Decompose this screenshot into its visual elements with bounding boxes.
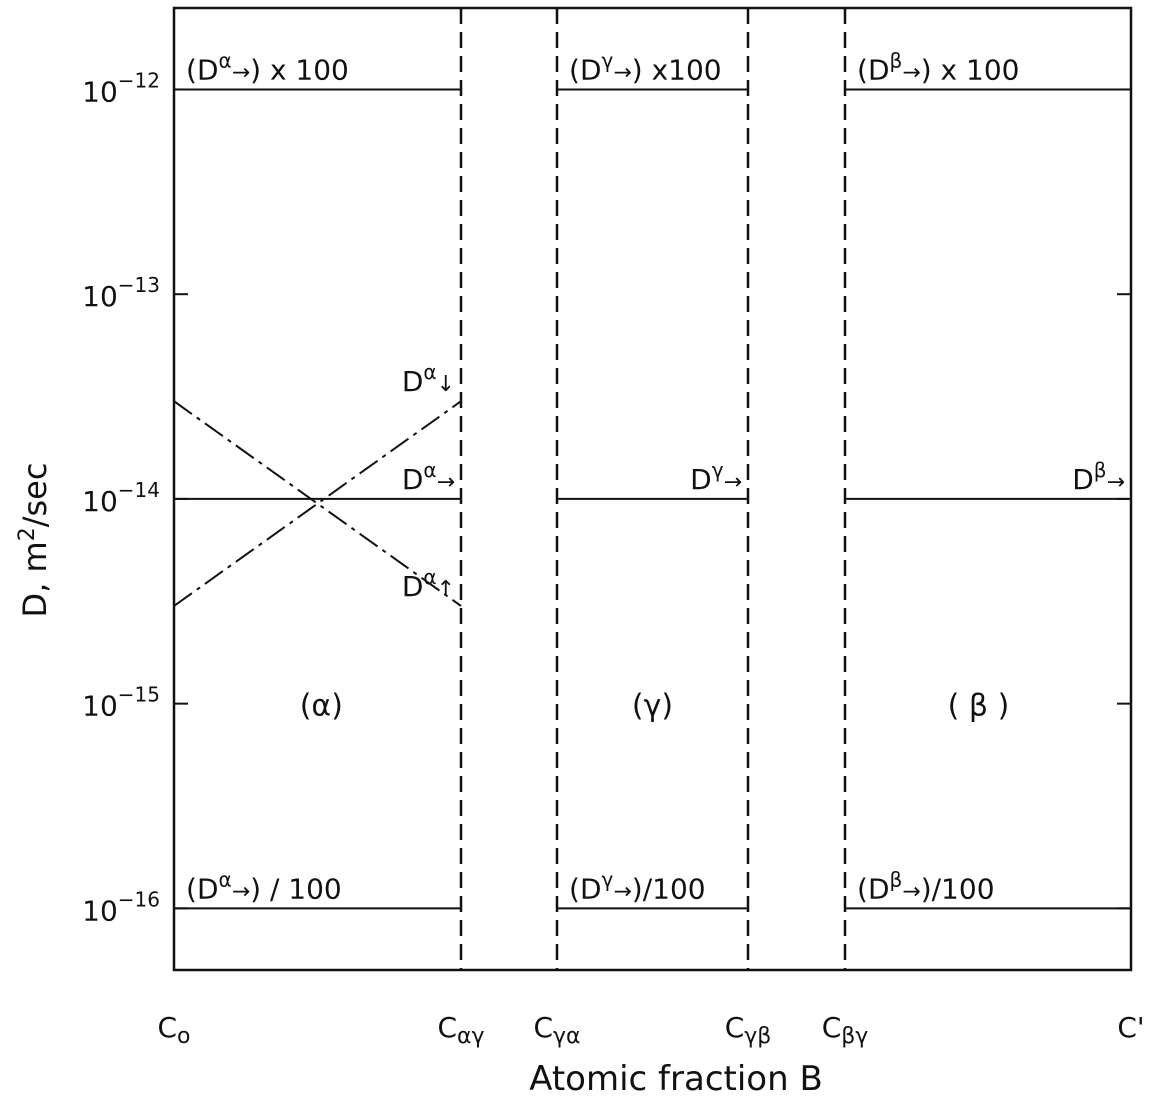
y-tick-label: 10−13 (82, 273, 160, 313)
series-dalpha-up (173, 400, 462, 607)
annotation-dgamma-right-100: (Dγ→)/100 (569, 867, 706, 905)
annotation-dgamma-right-x100: (Dγ→) x100 (569, 48, 722, 86)
annotation-dbeta-right-100: (Dβ→)/100 (857, 867, 995, 905)
series-group (173, 88, 1131, 910)
x-tick-label-co: Co (157, 1011, 190, 1049)
x-tick-label-calphagamma: Cαγ (437, 1011, 484, 1049)
x-axis-label: Atomic fraction B (529, 1059, 823, 1099)
series-dalpha-down (173, 400, 462, 607)
plot-frame (172, 6, 1133, 972)
annotation-dalpha-up: Dα↑ (402, 565, 455, 603)
phase-label-beta: ( β ) (948, 689, 1010, 724)
phase-labels: (α) (γ) ( β ) (300, 689, 1010, 724)
annotation-dgamma-right: Dγ→ (690, 458, 742, 496)
y-tick-label: 10−14 (82, 478, 160, 518)
x-tick-label-cbetagamma: Cβγ (822, 1011, 869, 1049)
phase-label-alpha: (α) (300, 689, 343, 724)
phase-label-gamma: (γ) (632, 689, 673, 724)
annotation-dbeta-right-x-100: (Dβ→) x 100 (857, 48, 1019, 86)
annotation-dalpha-right: Dα→ (402, 458, 455, 496)
x-tick-labels: Co Cαγ Cγα Cγβ Cβγ C' (157, 1011, 1144, 1049)
x-tick-label-c: C' (1117, 1011, 1144, 1044)
annotation-dalpha-down: Dα↓ (402, 360, 455, 398)
x-tick-label-cgammaalpha: Cγα (533, 1011, 580, 1049)
phase-boundaries (459, 8, 847, 970)
y-tick-label: 10−16 (82, 887, 160, 927)
y-ticks: 10−12 10−13 10−14 10−15 10−16 (82, 68, 1131, 927)
y-axis-label: D, m2/sec (15, 463, 54, 618)
annotation-dalpha-right-100: (Dα→) / 100 (186, 867, 342, 905)
annotation-dalpha-right-x-100: (Dα→) x 100 (186, 48, 349, 86)
annotations: (Dα→) x 100 (Dγ→) x100 (Dβ→) x 100 Dα↓ Dα→ Dα… (186, 48, 1125, 905)
y-tick-label: 10−12 (82, 68, 160, 108)
y-tick-label: 10−15 (82, 683, 160, 723)
x-tick-label-cgammabeta: Cγβ (725, 1011, 772, 1049)
annotation-dbeta-right: Dβ→ (1072, 458, 1125, 496)
